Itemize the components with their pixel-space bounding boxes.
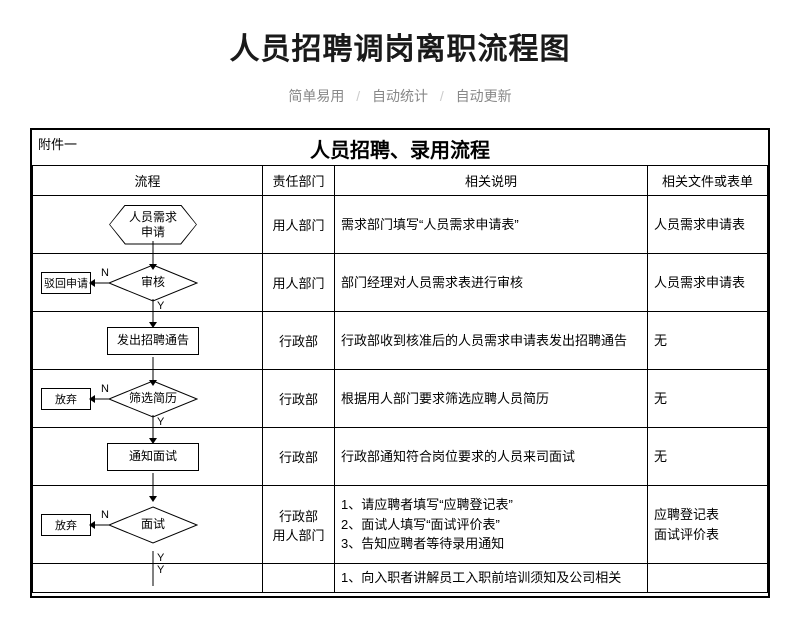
label-y: Y [157,300,164,312]
dept-cell [263,564,335,593]
dept-cell: 用人部门 [263,196,335,254]
flow-process-rect: 通知面试 [107,443,199,471]
doc-cell [648,564,768,593]
doc-cell: 无 [648,312,768,370]
doc-cell: 无 [648,370,768,428]
flow-process-rect: 发出招聘通告 [107,327,199,355]
table-row: 放弃 N 面试Y 行政部用人部门 1、请应聘者填写“应聘登记表”2、面试人填写“… [33,486,768,564]
desc-cell: 需求部门填写“人员需求申请表” [335,196,648,254]
table-header-row: 流程 责任部门 相关说明 相关文件或表单 [33,166,768,196]
dept-cell: 行政部 [263,312,335,370]
dept-cell: 行政部 [263,428,335,486]
subtitle-sep-2: / [440,88,444,104]
flow-cell: Y [33,564,263,593]
flow-reject-box: 放弃 [41,388,91,410]
th-doc: 相关文件或表单 [648,166,768,196]
th-desc: 相关说明 [335,166,648,196]
desc-cell: 行政部通知符合岗位要求的人员来司面试 [335,428,648,486]
flow-cell: 人员需求申请 [33,196,263,254]
desc-cell: 部门经理对人员需求表进行审核 [335,254,648,312]
page-title: 人员招聘调岗离职流程图 [0,24,800,68]
dept-cell: 行政部 [263,370,335,428]
flow-reject-box: 放弃 [41,514,91,536]
table-row: 人员需求申请 用人部门 需求部门填写“人员需求申请表” 人员需求申请表 [33,196,768,254]
dept-cell: 用人部门 [263,254,335,312]
flow-decision-diamond: 面试 [108,506,198,544]
doc-cell: 人员需求申请表 [648,196,768,254]
flow-cell: 发出招聘通告 [33,312,263,370]
label-y: Y [157,564,164,576]
flow-cell: 通知面试 [33,428,263,486]
subtitle: 简单易用 / 自动统计 / 自动更新 [0,86,800,106]
table-row: 发出招聘通告 行政部 行政部收到核准后的人员需求申请表发出招聘通告 无 [33,312,768,370]
flow-start-hexagon: 人员需求申请 [109,205,197,245]
table-row: 放弃 N 筛选简历Y 行政部 根据用人部门要求筛选应聘人员简历 无 [33,370,768,428]
flow-cell: 驳回申请 N 审核Y [33,254,263,312]
annex-label: 附件一 [38,134,77,153]
doc-cell: 无 [648,428,768,486]
th-flow: 流程 [33,166,263,196]
doc-cell: 人员需求申请表 [648,254,768,312]
table-row: Y 1、向入职者讲解员工入职前培训须知及公司相关 [33,564,768,593]
dept-cell: 行政部用人部门 [263,486,335,564]
flow-table: 流程 责任部门 相关说明 相关文件或表单 人员需求申请 用人部门 需求部门填写“… [32,165,768,593]
sheet: 附件一 人员招聘、录用流程 流程 责任部门 相关说明 相关文件或表单 人员需求申… [30,128,770,598]
desc-cell: 1、请应聘者填写“应聘登记表”2、面试人填写“面试评价表”3、告知应聘者等待录用… [335,486,648,564]
table-row: 驳回申请 N 审核Y 用人部门 部门经理对人员需求表进行审核 人员需求申请表 [33,254,768,312]
desc-cell: 行政部收到核准后的人员需求申请表发出招聘通告 [335,312,648,370]
subtitle-b: 自动统计 [372,88,428,104]
flow-cell: 放弃 N 面试Y [33,486,263,564]
label-y: Y [157,552,164,564]
subtitle-sep-1: / [356,88,360,104]
flow-cell: 放弃 N 筛选简历Y [33,370,263,428]
flow-reject-box: 驳回申请 [41,272,91,294]
doc-cell: 应聘登记表面试评价表 [648,486,768,564]
sheet-title: 人员招聘、录用流程 [32,130,768,165]
label-y: Y [157,416,164,428]
table-row: 通知面试 行政部 行政部通知符合岗位要求的人员来司面试 无 [33,428,768,486]
th-dept: 责任部门 [263,166,335,196]
subtitle-c: 自动更新 [456,88,512,104]
desc-cell: 1、向入职者讲解员工入职前培训须知及公司相关 [335,564,648,593]
subtitle-a: 简单易用 [288,88,344,104]
desc-cell: 根据用人部门要求筛选应聘人员简历 [335,370,648,428]
